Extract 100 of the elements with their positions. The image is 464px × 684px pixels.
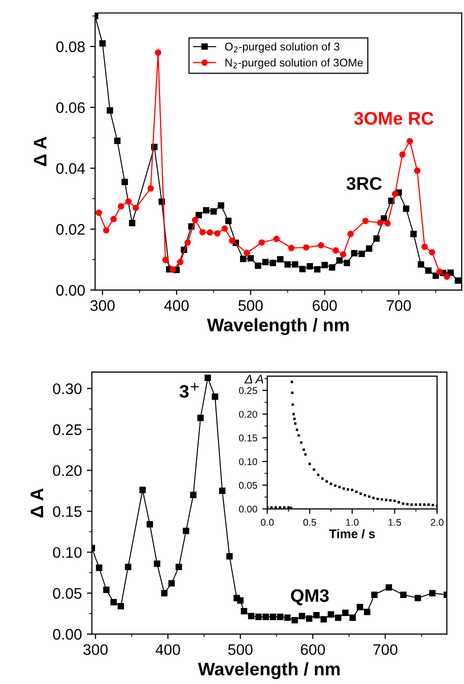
- y-tick-label: 0.10: [53, 547, 82, 558]
- point: [106, 107, 114, 114]
- y-axis-title: Δ A: [244, 374, 264, 384]
- point: [204, 374, 211, 382]
- point: [340, 251, 346, 258]
- point: [161, 590, 168, 596]
- x-tick-label: 500: [228, 644, 253, 656]
- annotation: 3$^{+}$: [180, 382, 199, 398]
- x-tick-label: 1.0: [346, 518, 359, 526]
- point: [400, 592, 407, 598]
- point: [410, 230, 417, 238]
- point: [214, 230, 220, 237]
- point: [176, 564, 182, 570]
- point: [366, 245, 372, 252]
- point: [355, 490, 358, 494]
- point: [298, 612, 306, 620]
- point: [270, 260, 276, 266]
- point: [118, 603, 124, 610]
- point: [427, 503, 430, 506]
- point: [124, 564, 132, 570]
- point: [377, 220, 384, 226]
- point: [292, 616, 298, 624]
- y-tick-label: 0.00: [239, 506, 258, 513]
- point: [336, 257, 343, 264]
- point: [418, 261, 424, 268]
- point: [125, 198, 132, 205]
- point: [177, 258, 184, 266]
- point: [96, 564, 102, 571]
- y-tick-label: 0.25: [53, 424, 82, 436]
- x-tick-label: 0.0: [260, 518, 274, 526]
- point: [284, 614, 291, 621]
- y-tick-label: 0.02: [56, 224, 85, 235]
- point: [210, 208, 217, 215]
- point: [247, 255, 254, 262]
- point: [314, 266, 320, 273]
- point: [262, 258, 269, 266]
- point: [428, 249, 436, 256]
- point: [425, 267, 432, 274]
- point: [349, 614, 356, 621]
- point: [293, 418, 296, 420]
- y-tick-label: 0.30: [53, 383, 82, 394]
- point: [199, 228, 206, 236]
- point: [414, 594, 422, 602]
- point: [393, 500, 396, 502]
- point: [162, 256, 169, 264]
- y-tick-label: 0.20: [53, 465, 82, 476]
- point: [244, 250, 250, 256]
- point: [334, 614, 342, 621]
- point: [170, 266, 176, 273]
- point: [146, 521, 154, 528]
- point: [197, 414, 204, 422]
- point: [306, 615, 312, 622]
- y-tick-label: 0.15: [53, 506, 82, 517]
- point: [351, 250, 358, 256]
- point: [302, 244, 310, 251]
- point: [306, 263, 314, 270]
- point: [350, 488, 354, 492]
- point: [364, 608, 370, 616]
- y-tick-label: 0.20: [239, 410, 258, 418]
- point: [299, 266, 306, 272]
- point: [328, 611, 334, 618]
- point: [410, 503, 413, 506]
- point: [168, 580, 175, 587]
- point: [254, 262, 262, 269]
- y-tick-label: 0.00: [53, 628, 82, 640]
- point: [222, 225, 228, 232]
- point: [444, 273, 450, 280]
- x-axis-title: Wavelength / nm: [207, 318, 349, 336]
- x-tick-label: 0.5: [303, 518, 316, 526]
- point: [132, 204, 140, 212]
- y-tick-label: 0.00: [56, 284, 85, 296]
- point: [406, 502, 409, 506]
- y-axis-title: Δ A: [30, 488, 44, 518]
- point: [389, 499, 392, 502]
- point: [110, 216, 117, 222]
- point: [313, 612, 320, 618]
- point: [206, 229, 214, 236]
- point: [96, 210, 102, 216]
- point: [212, 393, 218, 400]
- y-tick-label: 0.15: [239, 434, 258, 442]
- annotation: 3OMe RC: [354, 112, 434, 125]
- point: [192, 216, 198, 224]
- point: [386, 584, 392, 591]
- point: [447, 269, 454, 276]
- point: [418, 503, 422, 506]
- point: [347, 230, 354, 238]
- point: [334, 484, 336, 487]
- x-tick-label: 600: [312, 300, 337, 311]
- x-tick-label: 500: [238, 300, 263, 311]
- point: [182, 528, 190, 534]
- point: [292, 412, 295, 416]
- point: [154, 560, 160, 567]
- legend-label: N$_{2}$-purged solution of 3OMe: [225, 58, 363, 69]
- point: [270, 614, 276, 620]
- x-axis-title: Wavelength / nm: [198, 662, 340, 680]
- point: [139, 486, 146, 494]
- point: [384, 220, 391, 227]
- y-tick-label: 0.10: [239, 458, 258, 466]
- point: [99, 40, 106, 47]
- point: [226, 553, 233, 560]
